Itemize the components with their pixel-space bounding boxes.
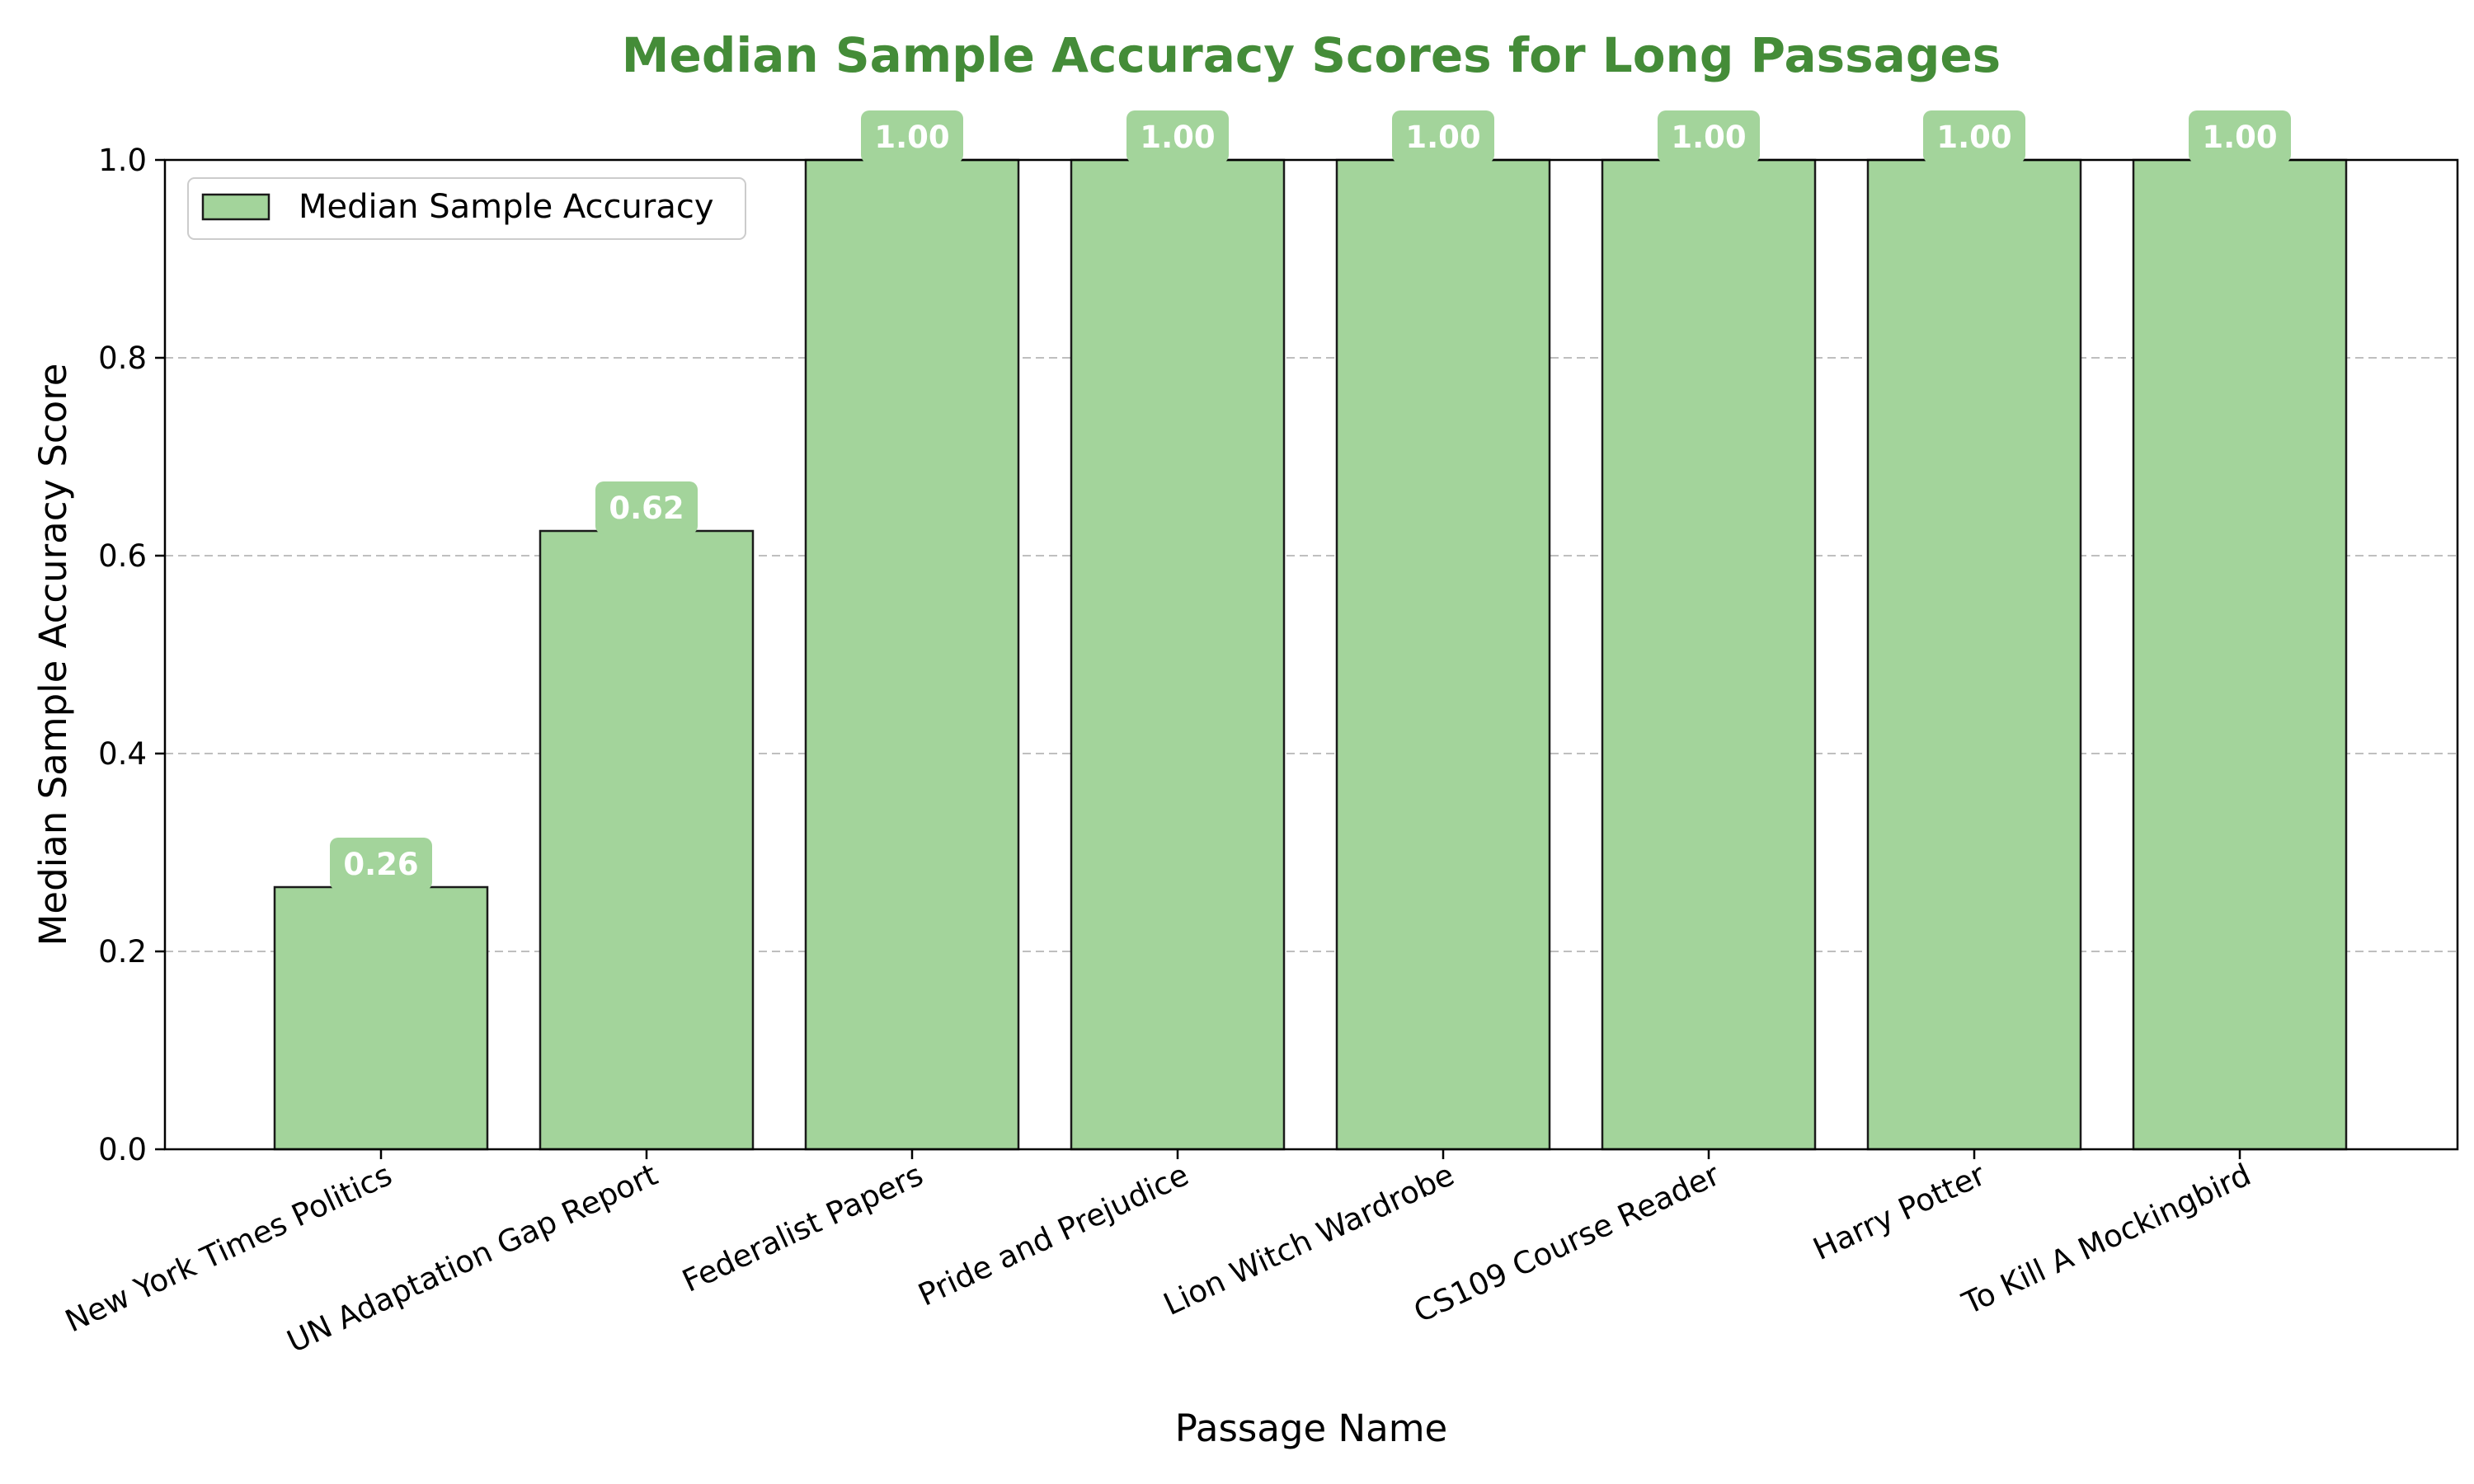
y-tick-label: 0.2: [98, 934, 147, 970]
plot-frame: [163, 158, 2459, 1151]
data-label-box: [1392, 110, 1494, 163]
x-axis-label: Passage Name: [1175, 1407, 1447, 1450]
data-label: 1.00: [861, 110, 963, 163]
bar: [539, 529, 755, 1151]
data-label: 1.00: [2189, 110, 2291, 163]
bar: [1070, 158, 1286, 1151]
data-label-text: 1.00: [2202, 120, 2277, 155]
gridlines: [165, 357, 2458, 952]
bar: [1335, 158, 1551, 1151]
data-label-text: 1.00: [1405, 120, 1480, 155]
data-label-text: 1.00: [1140, 120, 1215, 155]
chart-title: Median Sample Accuracy Scores for Long P…: [622, 27, 2001, 83]
data-label-box: [2189, 110, 2291, 163]
data-label-box: [330, 838, 432, 890]
data-label-text: 1.00: [1671, 120, 1746, 155]
y-tick-label: 0.6: [98, 538, 147, 574]
data-label: 1.00: [1392, 110, 1494, 163]
data-label-box: [1126, 110, 1229, 163]
x-tick-label: To Kill A Mockingbird: [1956, 1157, 2255, 1322]
bar: [1866, 158, 2082, 1151]
data-label-text: 0.26: [343, 847, 418, 882]
legend: Median Sample Accuracy: [187, 177, 746, 240]
legend-swatch: [201, 193, 270, 221]
x-tick-label: Harry Potter: [1808, 1157, 1991, 1267]
data-label-text: 0.62: [609, 491, 684, 526]
x-tick-label: Federalist Papers: [677, 1157, 929, 1299]
y-tick-label: 0.8: [98, 340, 147, 376]
bar: [273, 885, 489, 1151]
data-label: 0.26: [330, 838, 432, 890]
bar: [1601, 158, 1817, 1151]
data-label: 1.00: [1923, 110, 2025, 163]
data-label-box: [595, 481, 698, 534]
bar: [804, 158, 1020, 1151]
data-label-text: 1.00: [874, 120, 949, 155]
y-tick-label: 1.0: [98, 143, 147, 178]
data-label: 1.00: [1126, 110, 1229, 163]
legend-label: Median Sample Accuracy: [299, 188, 714, 226]
y-tick-label: 0.0: [98, 1132, 147, 1167]
data-label-box: [861, 110, 963, 163]
y-tick-label: 0.4: [98, 736, 147, 772]
x-tick-label: Pride and Prejudice: [913, 1157, 1194, 1313]
data-label: 1.00: [1658, 110, 1760, 163]
legend-box: [187, 177, 746, 240]
bars: [273, 158, 2348, 1151]
data-labels: 0.26 0.62 1.00 1.00 1.00 1.00 1.00 1.00: [330, 110, 2291, 890]
data-label-box: [1923, 110, 2025, 163]
data-label-text: 1.00: [1936, 120, 2011, 155]
bar: [2132, 158, 2348, 1151]
data-label: 0.62: [595, 481, 698, 534]
y-axis-label: Median Sample Accuracy Score: [31, 364, 75, 946]
data-label-box: [1658, 110, 1760, 163]
